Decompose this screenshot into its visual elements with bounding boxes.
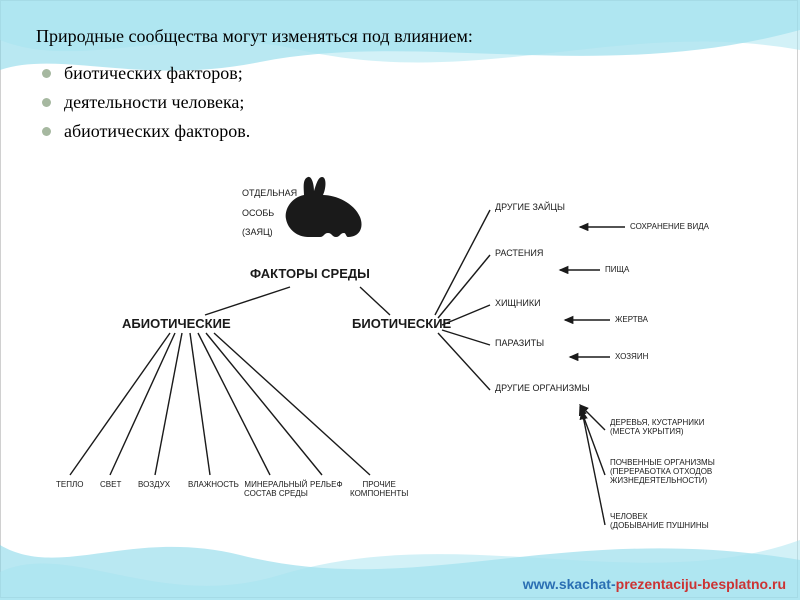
label-other-comp: ПРОЧИЕ КОМПОНЕНТЫ <box>350 481 408 499</box>
label-other-hares: ДРУГИЕ ЗАЙЦЫ <box>495 203 565 213</box>
label-individual: ОТДЕЛЬНАЯ ОСОБЬ (ЗАЯЦ) <box>232 179 297 248</box>
label-plants: РАСТЕНИЯ <box>495 249 543 259</box>
watermark-part1: www.skachat- <box>523 576 616 592</box>
watermark-part2: prezentaciju-besplatno.ru <box>616 576 786 592</box>
label-light: СВЕТ <box>100 481 121 490</box>
label-air: ВОЗДУХ <box>138 481 170 490</box>
label-factors: ФАКТОРЫ СРЕДЫ <box>250 267 370 281</box>
page-title: Природные сообщества могут изменяться по… <box>36 24 764 49</box>
label-host: ХОЗЯИН <box>615 353 648 362</box>
label-biotic: БИОТИЧЕСКИЕ <box>352 317 451 331</box>
environmental-factors-diagram: ОТДЕЛЬНАЯ ОСОБЬ (ЗАЯЦ) ФАКТОРЫ СРЕДЫ АБИ… <box>60 175 760 565</box>
label-species: СОХРАНЕНИЕ ВИДА <box>630 223 709 232</box>
bullet-item: абиотических факторов. <box>42 117 764 146</box>
diagram-lines <box>60 175 760 565</box>
label-relief: РЕЛЬЕФ <box>310 481 343 490</box>
bullet-list: биотических факторов; деятельности челов… <box>42 59 764 145</box>
label-humidity: ВЛАЖНОСТЬ <box>188 481 239 490</box>
label-soil-org: ПОЧВЕННЫЕ ОРГАНИЗМЫ (ПЕРЕРАБОТКА ОТХОДОВ… <box>610 459 715 485</box>
label-mineral: МИНЕРАЛЬНЫЙ СОСТАВ СРЕДЫ <box>244 481 308 499</box>
label-heat: ТЕПЛО <box>56 481 83 490</box>
label-victim: ЖЕРТВА <box>615 316 648 325</box>
label-predators: ХИЩНИКИ <box>495 299 541 309</box>
label-abiotic: АБИОТИЧЕСКИЕ <box>122 317 231 331</box>
bullet-item: биотических факторов; <box>42 59 764 88</box>
label-parasites: ПАРАЗИТЫ <box>495 339 544 349</box>
label-trees: ДЕРЕВЬЯ, КУСТАРНИКИ (МЕСТА УКРЫТИЯ) <box>610 419 704 437</box>
bullet-item: деятельности человека; <box>42 88 764 117</box>
label-food: ПИЩА <box>605 266 629 275</box>
label-human: ЧЕЛОВЕК (ДОБЫВАНИЕ ПУШНИНЫ <box>610 513 709 531</box>
text-content: Природные сообщества могут изменяться по… <box>0 0 800 146</box>
watermark: www.skachat-prezentaciju-besplatno.ru <box>523 576 786 592</box>
label-other-org: ДРУГИЕ ОРГАНИЗМЫ <box>495 384 590 394</box>
